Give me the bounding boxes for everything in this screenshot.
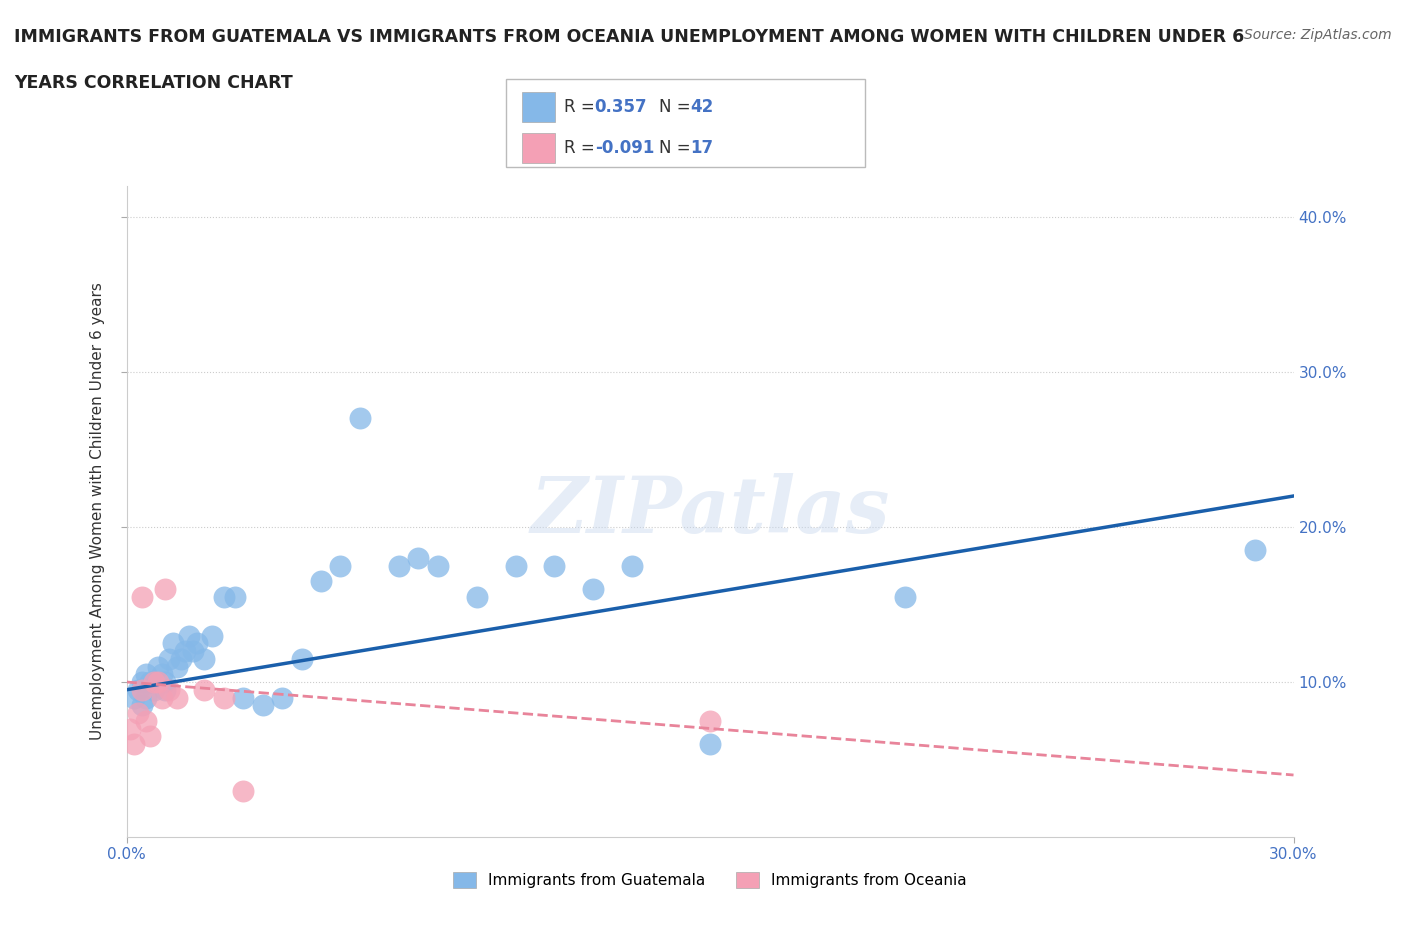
Point (135, 713, 157, 728)
Point (186, 636, 208, 651)
Point (150, 667, 173, 682)
Point (408, 551, 430, 565)
Point (465, 590, 488, 604)
Point (174, 644, 197, 658)
Point (505, 558, 527, 573)
Point (124, 690, 146, 705)
Point (224, 590, 246, 604)
Point (170, 651, 193, 666)
Point (142, 683, 165, 698)
Point (582, 581, 605, 596)
Text: -0.091: -0.091 (595, 139, 654, 157)
Text: R =: R = (564, 99, 600, 116)
Point (139, 674, 162, 689)
Point (181, 644, 204, 658)
Point (426, 558, 449, 573)
Text: IMMIGRANTS FROM GUATEMALA VS IMMIGRANTS FROM OCEANIA UNEMPLOYMENT AMONG WOMEN WI: IMMIGRANTS FROM GUATEMALA VS IMMIGRANTS … (14, 28, 1244, 46)
Point (349, 411, 371, 426)
Point (120, 721, 142, 736)
Text: R =: R = (564, 139, 600, 157)
Point (155, 674, 177, 689)
Point (127, 683, 149, 698)
Legend: Immigrants from Guatemala, Immigrants from Oceania: Immigrants from Guatemala, Immigrants fr… (447, 866, 973, 895)
Text: Source: ZipAtlas.com: Source: ZipAtlas.com (1244, 28, 1392, 42)
Point (177, 628, 200, 643)
Point (135, 667, 157, 682)
Point (124, 737, 146, 751)
Point (212, 690, 235, 705)
Point (157, 651, 180, 666)
Point (146, 659, 169, 674)
Point (543, 558, 565, 573)
Text: N =: N = (659, 99, 696, 116)
Point (131, 698, 153, 712)
Point (699, 737, 721, 751)
Point (252, 698, 274, 712)
Point (146, 674, 169, 689)
Point (621, 558, 644, 573)
Point (193, 651, 215, 666)
Point (127, 706, 149, 721)
Point (131, 590, 153, 604)
Point (157, 683, 180, 698)
Point (139, 729, 162, 744)
Point (271, 690, 294, 705)
Point (309, 574, 332, 589)
Text: N =: N = (659, 139, 696, 157)
Point (166, 690, 188, 705)
Point (212, 590, 235, 604)
Point (162, 636, 184, 651)
Point (329, 558, 352, 573)
Text: ZIPatlas: ZIPatlas (530, 473, 890, 550)
Point (232, 783, 254, 798)
Point (155, 683, 177, 698)
Point (201, 628, 224, 643)
Point (232, 690, 254, 705)
Point (131, 683, 153, 698)
Text: YEARS CORRELATION CHART: YEARS CORRELATION CHART (14, 74, 292, 92)
Point (699, 713, 721, 728)
Point (155, 581, 177, 596)
Point (290, 651, 312, 666)
Point (1243, 543, 1265, 558)
Point (131, 674, 153, 689)
Text: 42: 42 (690, 99, 714, 116)
Y-axis label: Unemployment Among Women with Children Under 6 years: Unemployment Among Women with Children U… (90, 283, 105, 740)
Text: 0.357: 0.357 (595, 99, 647, 116)
Point (193, 683, 215, 698)
Point (142, 674, 165, 689)
Text: 17: 17 (690, 139, 713, 157)
Point (150, 690, 173, 705)
Point (893, 590, 915, 604)
Point (388, 558, 411, 573)
Point (166, 659, 188, 674)
Point (135, 690, 157, 705)
